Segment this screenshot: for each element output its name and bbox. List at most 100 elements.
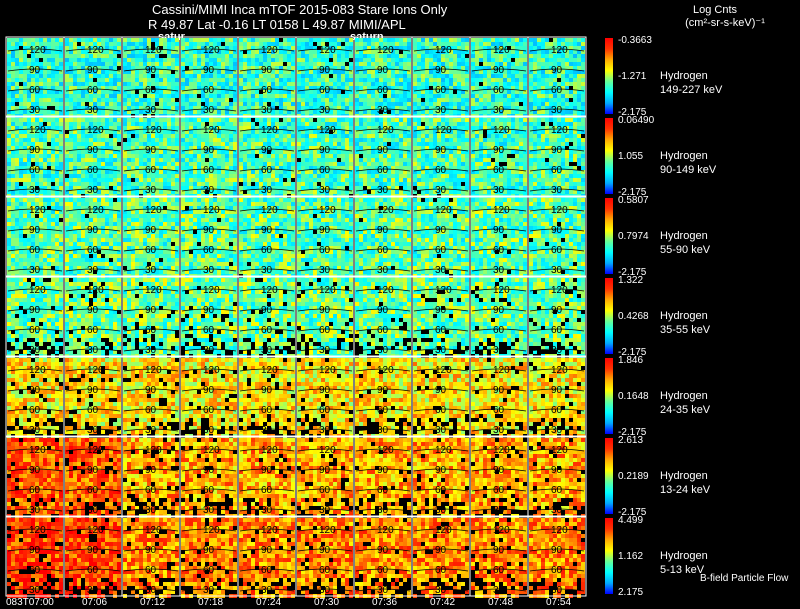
- latitude-contour: [7, 148, 63, 152]
- latitude-contour: [181, 328, 237, 332]
- latitude-contour: [65, 548, 121, 552]
- latitude-label: 30: [319, 185, 331, 196]
- latitude-contour: [7, 328, 63, 332]
- latitude-contour: [239, 588, 295, 592]
- x-tick-label: 07:06: [82, 597, 107, 608]
- latitude-contour: [297, 368, 353, 372]
- latitude-label: 90: [145, 65, 157, 76]
- latitude-label: 90: [435, 385, 447, 396]
- colorbar: [605, 198, 613, 274]
- latitude-contour: [355, 188, 411, 192]
- band-species: Hydrogen: [660, 549, 708, 563]
- latitude-contour: [529, 448, 585, 452]
- latitude-label: 30: [261, 185, 273, 196]
- latitude-label: 30: [145, 105, 157, 116]
- latitude-contour: [355, 288, 411, 292]
- latitude-label: 90: [145, 225, 157, 236]
- latitude-contour: [355, 348, 411, 352]
- latitude-contour: [297, 488, 353, 492]
- latitude-label: 90: [435, 145, 447, 156]
- latitude-contour: [7, 348, 63, 352]
- latitude-contour: [123, 288, 179, 292]
- latitude-label: 120: [551, 125, 568, 136]
- latitude-contour: [7, 428, 63, 432]
- latitude-contour: [7, 88, 63, 92]
- band-energy: 24-35 keV: [660, 403, 710, 417]
- latitude-label: 30: [435, 265, 447, 276]
- latitude-label: 60: [29, 565, 41, 576]
- latitude-contour: [413, 228, 469, 232]
- latitude-contour: [239, 568, 295, 572]
- latitude-contour: [123, 428, 179, 432]
- heatmap-panel: [527, 116, 587, 197]
- latitude-contour: [65, 568, 121, 572]
- latitude-contour: [471, 108, 527, 112]
- latitude-contour: [181, 308, 237, 312]
- latitude-contour: [355, 368, 411, 372]
- latitude-label: 90: [435, 305, 447, 316]
- latitude-label: 60: [493, 405, 505, 416]
- latitude-contour: [7, 548, 63, 552]
- latitude-contour: [239, 88, 295, 92]
- latitude-contour: [529, 508, 585, 512]
- latitude-contour: [239, 68, 295, 72]
- latitude-label: 30: [435, 185, 447, 196]
- latitude-contour: [7, 128, 63, 132]
- latitude-contour: [413, 108, 469, 112]
- latitude-contour: [471, 548, 527, 552]
- latitude-label: 90: [29, 225, 41, 236]
- latitude-label: 60: [145, 565, 157, 576]
- latitude-label: 30: [261, 585, 273, 596]
- band-energy: 35-55 keV: [660, 323, 710, 337]
- latitude-label: 30: [377, 585, 389, 596]
- latitude-contour: [529, 388, 585, 392]
- latitude-label: 120: [261, 445, 278, 456]
- latitude-contour: [7, 448, 63, 452]
- latitude-label: 60: [551, 485, 563, 496]
- latitude-label: 120: [319, 525, 336, 536]
- latitude-label: 120: [261, 525, 278, 536]
- latitude-contour: [413, 268, 469, 272]
- latitude-label: 120: [261, 365, 278, 376]
- latitude-label: 30: [551, 105, 563, 116]
- latitude-contour: [529, 428, 585, 432]
- latitude-label: 60: [493, 85, 505, 96]
- latitude-label: 30: [203, 105, 215, 116]
- latitude-contour: [239, 268, 295, 272]
- latitude-label: 90: [493, 385, 505, 396]
- latitude-label: 60: [203, 565, 215, 576]
- latitude-label: 120: [493, 525, 510, 536]
- latitude-label: 90: [319, 465, 331, 476]
- latitude-label: 60: [493, 245, 505, 256]
- latitude-label: 120: [145, 125, 162, 136]
- band-label: Hydrogen 149-227 keV: [660, 69, 722, 97]
- latitude-contour: [7, 228, 63, 232]
- latitude-label: 90: [145, 545, 157, 556]
- latitude-label: 60: [261, 85, 273, 96]
- latitude-contour: [181, 128, 237, 132]
- latitude-contour: [471, 568, 527, 572]
- latitude-label: 90: [377, 545, 389, 556]
- latitude-contour: [65, 48, 121, 52]
- band-species: Hydrogen: [660, 469, 710, 483]
- latitude-contour: [471, 128, 527, 132]
- latitude-contour: [297, 388, 353, 392]
- latitude-contour: [123, 108, 179, 112]
- latitude-contour: [355, 588, 411, 592]
- latitude-label: 120: [203, 445, 220, 456]
- latitude-contour: [123, 568, 179, 572]
- latitude-label: 120: [551, 445, 568, 456]
- latitude-label: 120: [435, 45, 452, 56]
- latitude-contour: [181, 48, 237, 52]
- latitude-label: 120: [493, 365, 510, 376]
- latitude-contour: [471, 148, 527, 152]
- latitude-label: 30: [203, 585, 215, 596]
- latitude-label: 60: [87, 565, 99, 576]
- latitude-contour: [413, 568, 469, 572]
- band-energy: 90-149 keV: [660, 163, 716, 177]
- band-energy: 13-24 keV: [660, 483, 710, 497]
- latitude-contour: [297, 548, 353, 552]
- latitude-label: 120: [319, 205, 336, 216]
- latitude-contour: [471, 488, 527, 492]
- energy-band-5: 120 90 60 30 120 90 60 30 120 90 60 30 120 90 60 30 120 9…: [5, 436, 613, 518]
